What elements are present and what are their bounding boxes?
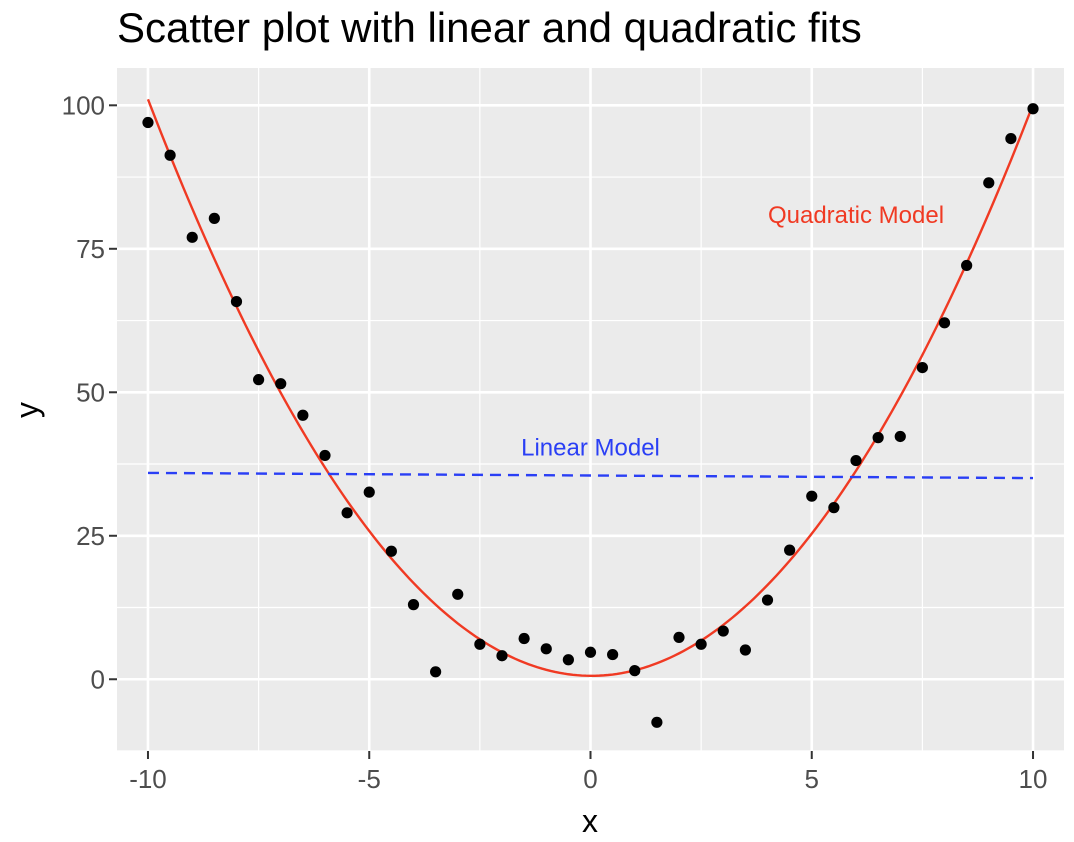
- quadratic-fit-line: [146, 98, 1035, 678]
- data-point: [784, 544, 796, 556]
- annotation-label: Quadratic Model: [768, 202, 944, 229]
- data-point: [540, 643, 552, 655]
- data-point: [164, 149, 176, 161]
- data-point: [452, 588, 464, 600]
- data-point: [584, 646, 597, 658]
- linear-fit-line: [147, 471, 1034, 480]
- x-axis-ticks: -10 -5 0 5 10: [129, 751, 1047, 794]
- data-point: [430, 666, 442, 678]
- data-point: [253, 374, 265, 386]
- y-axis-title: y: [9, 402, 45, 418]
- data-point: [186, 231, 198, 243]
- data-point: [938, 317, 951, 329]
- x-tick-label: 0: [583, 764, 597, 794]
- quadratic-layer: [146, 98, 1035, 678]
- data-point: [629, 665, 641, 677]
- data-point: [850, 454, 862, 467]
- data-point: [673, 631, 685, 643]
- x-tick-label: 10: [1019, 764, 1048, 794]
- data-point: [363, 486, 375, 498]
- data-point: [894, 430, 906, 443]
- data-point: [1027, 103, 1039, 115]
- data-point: [208, 212, 220, 224]
- data-point: [230, 295, 243, 308]
- data-point: [828, 502, 840, 514]
- data-point: [518, 632, 530, 645]
- data-point: [385, 545, 397, 557]
- data-point: [717, 625, 729, 637]
- data-point: [562, 654, 574, 666]
- grid-major: [117, 68, 1064, 751]
- data-point: [739, 644, 751, 656]
- y-tick-label: 0: [91, 664, 105, 694]
- y-axis-ticks: 0 25 50 75 100: [62, 90, 117, 694]
- x-axis-title: x: [582, 803, 598, 839]
- annotation-label: Linear Model: [521, 434, 660, 461]
- data-point: [607, 648, 619, 661]
- annotation-layer: Quadratic Model Linear Model: [521, 202, 944, 461]
- x-tick-label: -5: [358, 764, 381, 794]
- y-tick-label: 50: [76, 377, 105, 407]
- data-point: [1005, 132, 1017, 145]
- data-point: [761, 594, 774, 606]
- data-point: [916, 362, 928, 374]
- data-point: [695, 638, 707, 650]
- data-point: [496, 650, 508, 662]
- chart-title: Scatter plot with linear and quadratic f…: [117, 4, 862, 51]
- data-point: [297, 409, 309, 421]
- data-point: [474, 638, 486, 650]
- data-point: [407, 599, 420, 611]
- data-point: [961, 259, 973, 272]
- data-point: [319, 449, 331, 462]
- data-point: [341, 507, 353, 519]
- x-tick-label: -10: [129, 764, 167, 794]
- points-layer: [142, 103, 1039, 728]
- data-point: [142, 116, 154, 129]
- y-tick-label: 75: [76, 234, 105, 264]
- data-point: [983, 177, 995, 189]
- data-point: [651, 716, 663, 728]
- y-tick-label: 25: [76, 521, 105, 551]
- linear-layer: [147, 471, 1034, 480]
- x-tick-label: 5: [805, 764, 819, 794]
- data-point: [806, 490, 818, 502]
- data-point: [275, 378, 287, 390]
- data-point: [872, 432, 884, 444]
- y-tick-label: 100: [62, 90, 105, 120]
